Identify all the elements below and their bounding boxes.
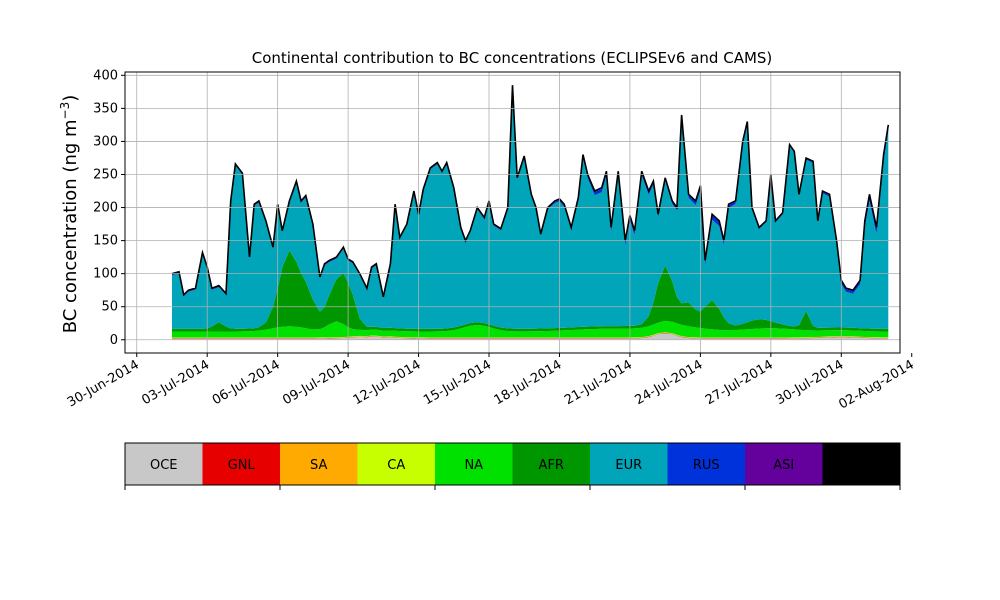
legend-label-oce: OCE — [150, 458, 178, 473]
x-tick-label: 03-Jul-2014 — [139, 357, 212, 408]
total-line — [171, 85, 890, 297]
legend-swatch-aus — [822, 443, 900, 485]
legend-swatch-ca — [357, 443, 435, 485]
y-tick-label: 350 — [93, 101, 118, 116]
legend-label-rus: RUS — [693, 458, 720, 473]
chart-title: Continental contribution to BC concentra… — [252, 49, 773, 67]
legend-swatch-oce — [125, 443, 203, 485]
legend-swatch-gnl — [202, 443, 280, 485]
x-tick-label: 09-Jul-2014 — [280, 357, 353, 408]
area-gnl — [172, 332, 889, 339]
y-tick-label: 50 — [101, 300, 118, 315]
x-tick-label: 30-Jul-2014 — [773, 357, 846, 408]
legend-swatch-eur — [590, 443, 668, 485]
x-tick-label: 15-Jul-2014 — [421, 357, 494, 408]
area-na — [172, 320, 889, 338]
y-axis-label-main: BC concentration (ng m — [60, 119, 81, 333]
legend-label-aus: AUS — [848, 458, 875, 473]
area-afr — [172, 250, 889, 332]
legend-label-na: NA — [464, 458, 483, 473]
y-tick-label: 400 — [93, 68, 118, 83]
legend-label-gnl: GNL — [228, 458, 256, 473]
y-tick-label: 200 — [93, 201, 118, 216]
x-tick-label: 18-Jul-2014 — [492, 357, 565, 408]
y-tick-label: 0 — [110, 333, 118, 348]
legend-swatch-na — [435, 443, 513, 485]
legend: OCE GNL SA CA NA AFR EUR RUS ASI AUS — [124, 442, 901, 490]
legend-label-eur: EUR — [615, 458, 642, 473]
legend-label-ca: CA — [387, 458, 405, 473]
plot-frame — [124, 71, 901, 354]
legend-label-afr: AFR — [539, 458, 564, 473]
legend-swatch-sa — [280, 443, 358, 485]
svg-text:BC concentration (ng m−3): BC concentration (ng m−3) — [58, 95, 81, 334]
x-tick-label: 12-Jul-2014 — [351, 357, 424, 408]
legend-frame — [124, 442, 901, 486]
plot-area: 0 50 100 150 200 250 300 350 400 30-Jun-201403-Ju… — [65, 68, 917, 412]
x-tick-label: 02-Aug-2014 — [836, 357, 916, 412]
legend-swatch-afr — [512, 443, 590, 485]
x-tick-label: 21-Jul-2014 — [562, 357, 635, 408]
legend-label-sa: SA — [310, 458, 327, 473]
y-axis-label-exponent: −3 — [58, 102, 72, 120]
y-tick-label: 100 — [93, 267, 118, 282]
y-tick-label: 300 — [93, 134, 118, 149]
area-sa — [172, 332, 889, 339]
y-axis-label: BC concentration (ng m−3) — [58, 95, 81, 334]
y-tick-label: 250 — [93, 167, 118, 182]
area-oce — [172, 333, 889, 340]
y-axis-label-close: ) — [60, 95, 81, 102]
legend-swatch-rus — [667, 443, 745, 485]
x-tick-label: 24-Jul-2014 — [633, 357, 706, 408]
x-tick-label: 06-Jul-2014 — [210, 357, 283, 408]
x-tick-label: 30-Jun-2014 — [65, 357, 142, 410]
legend-label-asi: ASI — [773, 458, 794, 473]
x-tick-label: 27-Jul-2014 — [703, 357, 776, 408]
area-ca — [172, 332, 889, 338]
legend-swatch-asi — [745, 443, 823, 485]
y-tick-label: 150 — [93, 234, 118, 249]
